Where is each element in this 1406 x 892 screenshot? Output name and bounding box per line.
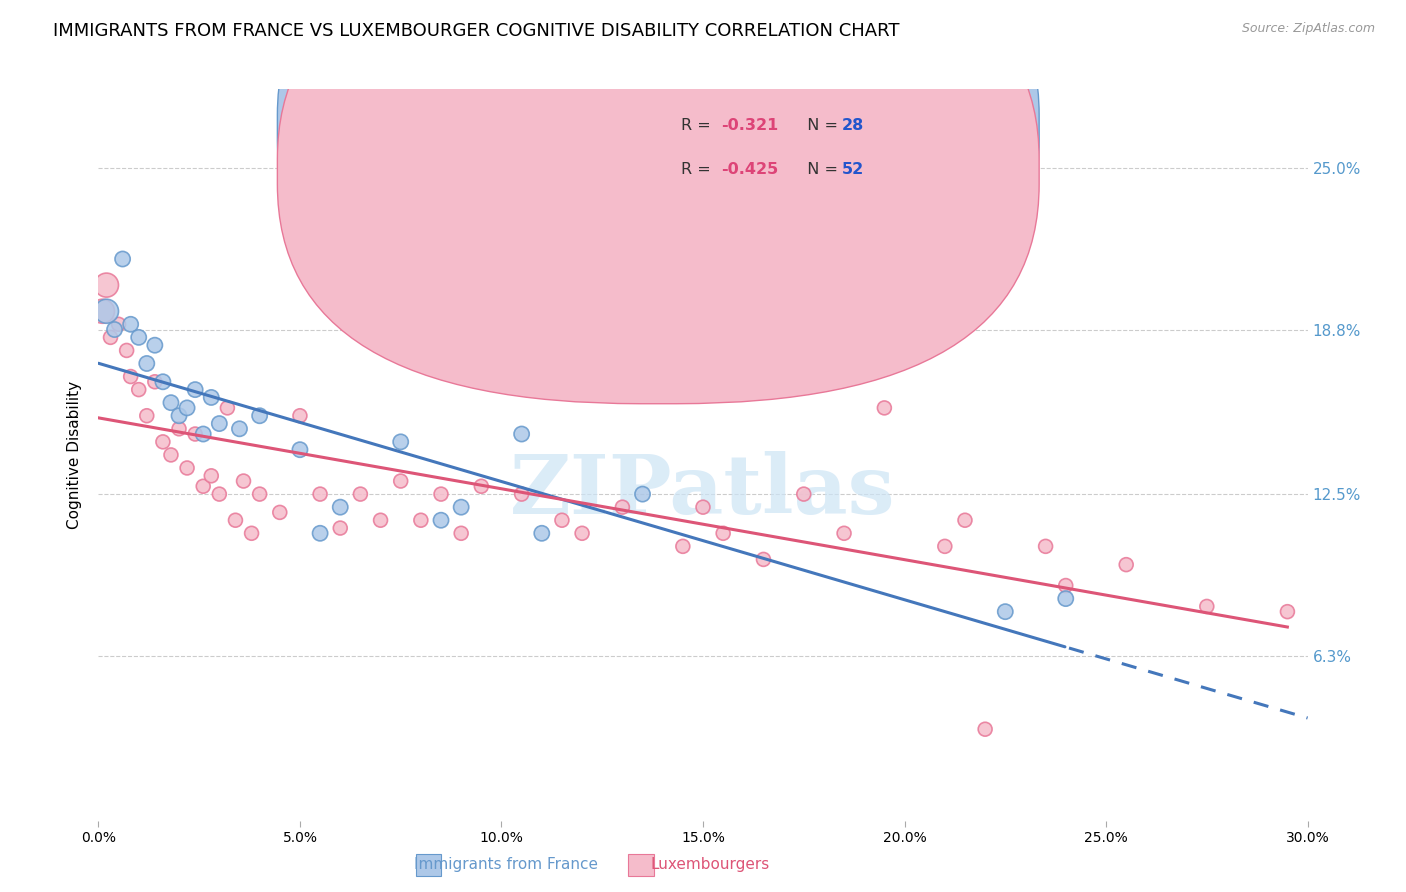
Text: Source: ZipAtlas.com: Source: ZipAtlas.com xyxy=(1241,22,1375,36)
Point xyxy=(873,401,896,415)
Point xyxy=(953,513,976,527)
Point xyxy=(1054,578,1077,592)
Point xyxy=(692,500,714,515)
Point xyxy=(111,252,134,266)
Point xyxy=(128,383,150,397)
Point xyxy=(1054,591,1077,606)
Text: 52: 52 xyxy=(842,162,865,178)
Text: N =: N = xyxy=(797,162,844,178)
Point xyxy=(288,442,311,457)
Point xyxy=(752,552,775,566)
FancyBboxPatch shape xyxy=(630,100,969,202)
Text: -0.321: -0.321 xyxy=(721,119,779,133)
Point xyxy=(96,304,118,318)
Point xyxy=(530,526,553,541)
Point xyxy=(193,479,215,493)
Point xyxy=(240,526,263,541)
Point xyxy=(409,513,432,527)
Point xyxy=(160,395,183,409)
Point xyxy=(91,304,114,318)
Point xyxy=(232,474,254,488)
Point xyxy=(103,322,125,336)
Point xyxy=(152,434,174,449)
Point xyxy=(329,521,352,535)
Point xyxy=(208,417,231,431)
Point xyxy=(329,500,352,515)
Point xyxy=(510,427,533,442)
Point xyxy=(450,500,472,515)
Point xyxy=(100,330,122,344)
Point xyxy=(450,526,472,541)
Point xyxy=(430,487,453,501)
Point xyxy=(571,526,593,541)
Point xyxy=(269,505,291,519)
Point xyxy=(115,343,138,358)
Point xyxy=(120,318,142,332)
Point xyxy=(1277,605,1299,619)
Point xyxy=(994,605,1017,619)
Point xyxy=(793,487,815,501)
Point xyxy=(143,338,166,352)
Point xyxy=(200,468,222,483)
Text: -0.425: -0.425 xyxy=(721,162,779,178)
Point xyxy=(167,409,190,423)
Point xyxy=(208,487,231,501)
Point xyxy=(309,487,332,501)
Text: R =: R = xyxy=(682,162,716,178)
Point xyxy=(974,723,997,737)
Point xyxy=(176,401,198,415)
Point xyxy=(510,487,533,501)
Point xyxy=(184,427,207,442)
Point xyxy=(832,526,855,541)
Point xyxy=(217,401,239,415)
FancyBboxPatch shape xyxy=(277,0,1039,404)
Point xyxy=(176,461,198,475)
Point xyxy=(200,391,222,405)
Point xyxy=(143,375,166,389)
Point xyxy=(228,422,250,436)
Text: IMMIGRANTS FROM FRANCE VS LUXEMBOURGER COGNITIVE DISABILITY CORRELATION CHART: IMMIGRANTS FROM FRANCE VS LUXEMBOURGER C… xyxy=(53,22,900,40)
Point xyxy=(193,427,215,442)
Text: R =: R = xyxy=(682,119,716,133)
Point xyxy=(135,356,157,371)
Point xyxy=(224,513,246,527)
Point xyxy=(430,513,453,527)
Bar xyxy=(416,854,441,876)
Text: Luxembourgers: Luxembourgers xyxy=(651,857,769,872)
Point xyxy=(160,448,183,462)
Point xyxy=(711,526,734,541)
Y-axis label: Cognitive Disability: Cognitive Disability xyxy=(67,381,83,529)
Point xyxy=(249,409,271,423)
Point xyxy=(167,422,190,436)
Point xyxy=(288,409,311,423)
Point xyxy=(128,330,150,344)
Text: Immigrants from France: Immigrants from France xyxy=(415,857,598,872)
Point xyxy=(107,318,129,332)
Point xyxy=(1195,599,1218,614)
Point xyxy=(631,487,654,501)
Point xyxy=(349,487,371,501)
Point xyxy=(249,487,271,501)
Point xyxy=(470,479,492,493)
Point xyxy=(389,474,412,488)
Point xyxy=(120,369,142,384)
Point xyxy=(370,513,392,527)
Point xyxy=(1035,539,1057,553)
Text: 28: 28 xyxy=(842,119,865,133)
Point xyxy=(152,375,174,389)
Point xyxy=(184,383,207,397)
Text: ZIPatlas: ZIPatlas xyxy=(510,451,896,532)
Point xyxy=(551,513,574,527)
FancyBboxPatch shape xyxy=(277,0,1039,359)
Text: N =: N = xyxy=(797,119,844,133)
Point xyxy=(672,539,695,553)
Point xyxy=(934,539,956,553)
Point xyxy=(389,434,412,449)
Point xyxy=(96,278,118,293)
Point xyxy=(1115,558,1137,572)
Point xyxy=(612,500,634,515)
Point xyxy=(309,526,332,541)
Bar xyxy=(628,854,654,876)
Point xyxy=(135,409,157,423)
